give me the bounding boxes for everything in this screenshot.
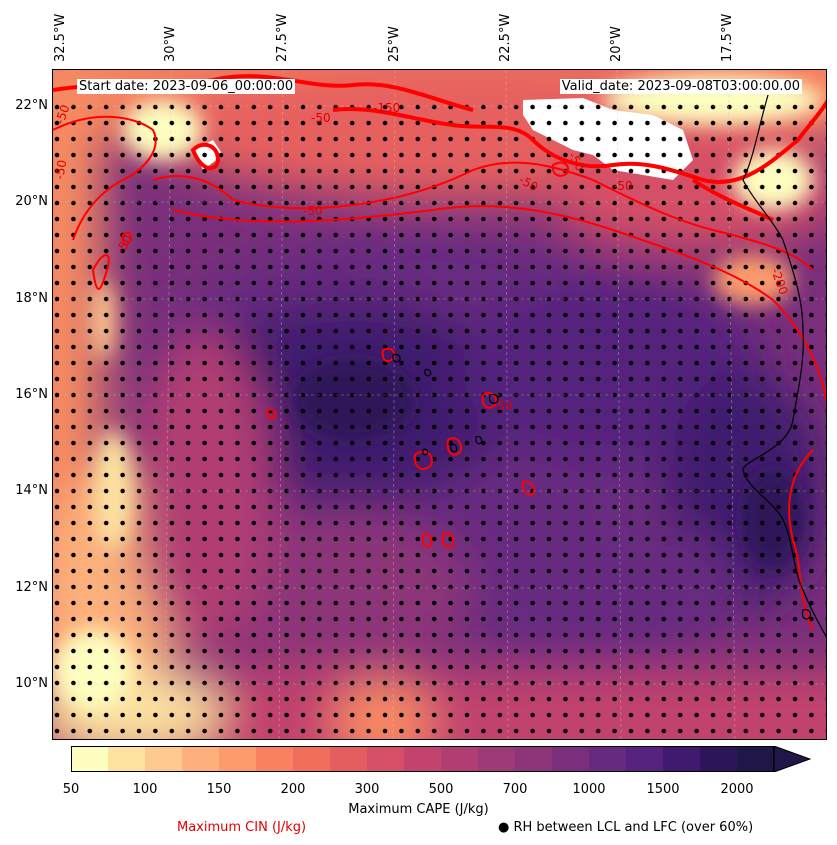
colorbar-frame	[71, 746, 774, 772]
lon-tick-label: 17.5°W	[720, 13, 735, 62]
colorbar-tick-label: 50	[62, 782, 80, 797]
cin-contours	[53, 115, 826, 631]
rh-stipple	[53, 100, 826, 739]
colorbar-label: Maximum CAPE (J/kg)	[348, 802, 489, 817]
graticule	[53, 70, 826, 739]
colorbar-segment	[367, 746, 404, 772]
colorbar-segment	[663, 746, 700, 772]
colorbar-segment	[404, 746, 441, 772]
colorbar-tick-label: 2000	[720, 782, 754, 797]
colorbar-tick-label: 1500	[646, 782, 680, 797]
coastline	[392, 94, 826, 638]
lat-tick-label: 14°N	[15, 483, 48, 498]
contour-label: -50	[311, 111, 331, 125]
lat-tick-label: 16°N	[15, 387, 48, 402]
lon-tick-label: 22.5°W	[498, 13, 513, 62]
contour-label: -50	[53, 159, 69, 181]
colorbar-segment	[737, 746, 774, 772]
colorbar-segment	[626, 746, 663, 772]
lat-tick-label: 22°N	[15, 98, 48, 113]
colorbar-tick-label: 200	[280, 782, 306, 797]
colorbar-tick-label: 150	[206, 782, 232, 797]
colorbar-extend-arrow	[773, 746, 811, 772]
lat-tick-label: 12°N	[15, 580, 48, 595]
lat-tick-label: 20°N	[15, 194, 48, 209]
cape-map-panel: -50 -50 -50 -50 -50 -50 -50 -150 -50 -50…	[52, 69, 827, 740]
colorbar-segment	[182, 746, 219, 772]
lon-tick-label: 20°W	[609, 26, 624, 62]
colorbar-tick-label: 1000	[572, 782, 606, 797]
lon-tick-label: 27.5°W	[275, 13, 290, 62]
lon-tick-label: 25°W	[387, 26, 402, 62]
cape-colorbar	[71, 746, 811, 772]
colorbar-segment	[441, 746, 478, 772]
valid-date-label: Valid_date: 2023-09-08T03:00:00.00	[559, 79, 802, 94]
start-date-label: Start date: 2023-09-06_00:00:00	[77, 79, 296, 94]
colorbar-segment	[589, 746, 626, 772]
colorbar-segment	[700, 746, 737, 772]
colorbar-segment	[71, 746, 108, 772]
colorbar-segment	[552, 746, 589, 772]
map-canvas: -50 -50 -50 -50 -50 -50 -50 -150 -50 -50…	[53, 70, 826, 739]
colorbar-segment	[108, 746, 145, 772]
colorbar-segment	[145, 746, 182, 772]
rh-legend-label: ● RH between LCL and LFC (over 60%)	[498, 820, 754, 835]
colorbar-tick-label: 300	[354, 782, 380, 797]
colorbar-segment	[478, 746, 515, 772]
colorbar-segment	[219, 746, 256, 772]
contour-label: -50	[53, 103, 73, 126]
colorbar-tick-label: 100	[132, 782, 158, 797]
cin-legend-label: Maximum CIN (J/kg)	[177, 820, 307, 835]
lat-tick-label: 18°N	[15, 291, 48, 306]
lon-tick-label: 30°W	[163, 26, 178, 62]
contour-label: -50	[303, 204, 323, 218]
contour-label: -50	[613, 179, 633, 193]
lat-tick-label: 10°N	[15, 676, 48, 691]
contour-label: -50	[493, 399, 513, 413]
colorbar-segment	[256, 746, 293, 772]
colorbar-tick-label: 700	[502, 782, 528, 797]
contour-label: -150	[373, 101, 400, 115]
colorbar-tick-label: 500	[428, 782, 454, 797]
colorbar-segment	[293, 746, 330, 772]
colorbar-segment	[330, 746, 367, 772]
lon-tick-label: 32.5°W	[53, 13, 68, 62]
colorbar-segment	[515, 746, 552, 772]
